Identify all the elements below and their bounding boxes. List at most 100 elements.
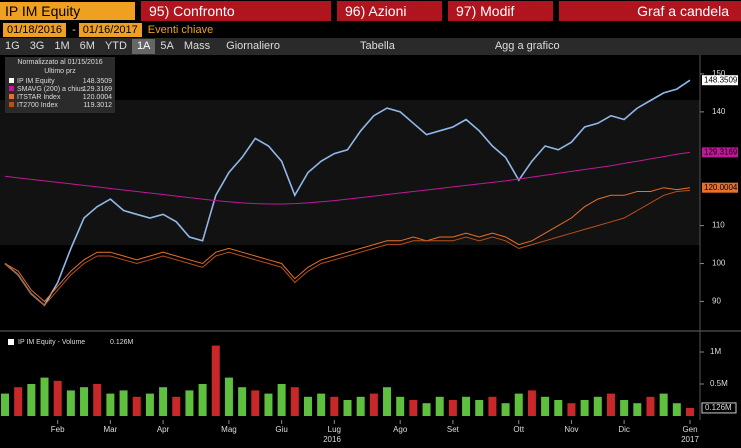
- period-button[interactable]: 1A: [131, 39, 156, 54]
- value-tag-label: 129.3169: [704, 147, 738, 156]
- volume-bar: [93, 384, 102, 416]
- period-button[interactable]: 3G: [29, 40, 45, 52]
- y-tick-label: 0.5M: [710, 379, 728, 388]
- x-tick-label: Nov: [564, 425, 578, 434]
- volume-bar: [514, 393, 523, 416]
- date-bar: 01/18/2016 - 01/16/2017 Eventi chiave: [0, 22, 741, 38]
- volume-bar: [409, 400, 418, 416]
- x-tick-label: Mar: [103, 425, 117, 434]
- volume-bar: [527, 390, 536, 416]
- legend-swatch: [9, 94, 14, 99]
- volume-legend: IP IM Equity - Volume: [18, 339, 85, 346]
- x-tick-label: Apr: [157, 425, 170, 434]
- volume-bar: [53, 380, 62, 416]
- volume-bar: [224, 377, 233, 416]
- volume-bar: [488, 396, 497, 416]
- value-tag-label: 148.3509: [704, 75, 738, 84]
- menu[interactable]: 95) Confronto: [141, 1, 331, 21]
- range-band: [0, 100, 700, 245]
- volume-bar: [290, 387, 299, 416]
- value-tag-label: 0.126M: [705, 403, 732, 412]
- x-tick-label: Lug: [328, 425, 341, 434]
- volume-bar: [356, 396, 365, 416]
- x-tick-label: Gen: [682, 425, 697, 434]
- value-tag: [702, 75, 738, 86]
- value-tag-label: 120.0004: [704, 183, 738, 192]
- volume-bar: [672, 403, 681, 416]
- period-button[interactable]: Mass: [183, 40, 211, 52]
- volume-bar: [264, 393, 273, 416]
- volume-bar: [435, 396, 444, 416]
- x-tick-label: Ott: [513, 425, 524, 434]
- x-tick-label: Set: [447, 425, 460, 434]
- series-line: [4, 151, 691, 205]
- x-tick-label: Ago: [393, 425, 408, 434]
- volume-bar: [567, 403, 576, 416]
- period-button[interactable]: YTD: [104, 40, 127, 52]
- period-button[interactable]: 6M: [79, 40, 95, 52]
- value-tag: [702, 147, 738, 158]
- volume-bar: [448, 400, 457, 416]
- volume-bar: [40, 377, 49, 416]
- legend-swatch: [9, 86, 14, 91]
- volume-legend-value: 0.126M: [110, 339, 134, 346]
- legend-swatch: [9, 102, 14, 107]
- legend-label: SMAVG (200) a chius: [17, 86, 85, 93]
- title-bar: IP IM Equity 95) Confronto 96) Azioni 97…: [0, 0, 741, 22]
- menu[interactable]: 97) Modif: [448, 1, 553, 21]
- volume-bar: [541, 396, 550, 416]
- volume-bar: [172, 396, 181, 416]
- add-to-chart[interactable]: Agg a grafico: [494, 40, 560, 52]
- value-tag: [701, 402, 737, 414]
- volume-bar: [686, 407, 694, 416]
- volume-bar: [593, 396, 602, 416]
- legend-label: IP IM Equity: [17, 78, 55, 85]
- legend-value: 120.0004: [83, 94, 112, 101]
- events[interactable]: Eventi chiave: [147, 24, 214, 36]
- period-bar: 1G 3G 1M 6M YTD 1A 5A Mass Giornaliero Tabella …: [0, 38, 741, 55]
- volume-bar: [383, 387, 392, 416]
- legend-swatch: [9, 78, 14, 83]
- volume-bar: [343, 400, 352, 416]
- end-date[interactable]: 01/16/2017: [78, 23, 142, 37]
- y-tick-label: 150: [712, 69, 726, 78]
- volume-bar: [475, 400, 484, 416]
- volume-legend-swatch: [8, 339, 14, 345]
- x-tick-label: Feb: [51, 425, 65, 434]
- start-date[interactable]: 01/18/2016: [3, 23, 67, 37]
- volume-bar: [119, 390, 128, 416]
- volume-bar: [66, 390, 75, 416]
- volume-bar: [1, 393, 9, 416]
- period-button[interactable]: 5A: [160, 40, 174, 52]
- periods: 1G 3G 1M 6M YTD 1A 5A Mass: [0, 39, 215, 54]
- frequency[interactable]: Giornaliero: [226, 40, 280, 52]
- value-tag: [702, 182, 738, 193]
- x-tick-label: Dic: [618, 425, 630, 434]
- volume-bar: [251, 390, 260, 416]
- volume-bar: [633, 403, 642, 416]
- legend-label: ITSTAR Index: [17, 94, 61, 101]
- volume-bar: [462, 396, 471, 416]
- period-button[interactable]: 1M: [54, 40, 70, 52]
- y-tick-label: 100: [712, 259, 726, 268]
- ticker[interactable]: IP IM Equity: [0, 2, 135, 20]
- volume-bar: [145, 393, 154, 416]
- menu[interactable]: 96) Azioni: [337, 1, 442, 21]
- year-label: 2017: [681, 435, 699, 444]
- chart-type[interactable]: Graf a candela: [559, 1, 741, 21]
- period-button[interactable]: 1G: [5, 40, 20, 52]
- volume-bar: [198, 384, 207, 416]
- legend-label: IT2700 Index: [17, 102, 58, 109]
- volume-bar: [27, 384, 36, 416]
- volume-bar: [106, 393, 115, 416]
- legend-value: 129.3169: [83, 86, 112, 93]
- volume-bar: [501, 403, 510, 416]
- table[interactable]: Tabella: [359, 40, 395, 52]
- y-tick-label: 1M: [710, 347, 721, 356]
- date-separator: -: [72, 24, 76, 36]
- volume-bar: [185, 390, 194, 416]
- y-tick-label: 110: [712, 221, 725, 230]
- volume-bar: [620, 400, 629, 416]
- volume-bar: [80, 387, 89, 416]
